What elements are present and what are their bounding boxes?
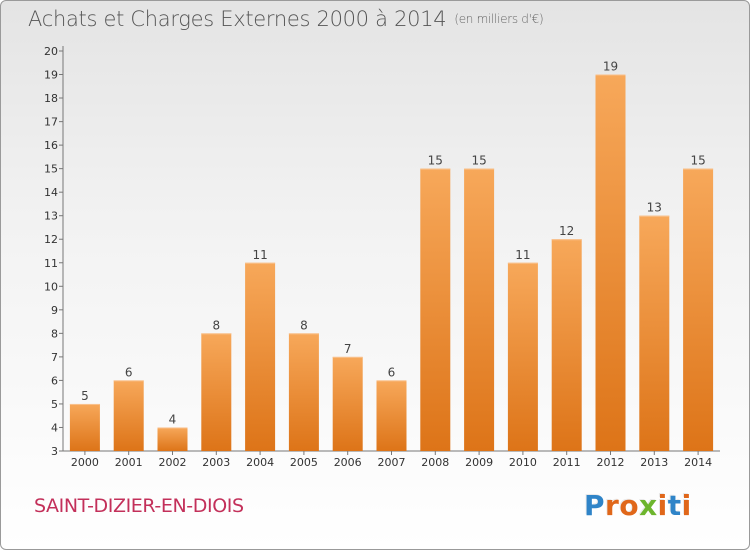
y-tick-label: 18 <box>44 92 58 105</box>
bar-2003 <box>201 333 232 451</box>
logo-letter: P <box>584 489 606 522</box>
data-label-2007: 6 <box>388 365 396 379</box>
data-label-2013: 13 <box>647 201 662 215</box>
x-tick-label-2008: 2008 <box>421 456 449 469</box>
bar-2004 <box>245 262 276 451</box>
data-label-2011: 12 <box>559 224 574 238</box>
bar-2007 <box>376 380 407 451</box>
y-tick-label: 13 <box>44 210 58 223</box>
chart-axes: 3 4 5 6 7 8 9 10 11 12 13 14 15 16 17 18 19 20 2000 2001 200… <box>44 45 720 469</box>
data-label-2000: 5 <box>81 389 89 403</box>
y-tick-label: 8 <box>51 327 58 340</box>
y-tick-label: 11 <box>44 257 58 270</box>
chart-title-text: Achats et Charges Externes 2000 à 2014 <box>28 7 447 31</box>
x-tick-label-2001: 2001 <box>115 456 143 469</box>
x-tick-label-2002: 2002 <box>159 456 187 469</box>
chart-unit-label: (en milliers d'€) <box>454 12 544 26</box>
x-tick-label-2012: 2012 <box>597 456 625 469</box>
y-tick-label: 14 <box>44 186 58 199</box>
bar-2002 <box>157 427 188 451</box>
y-tick-label: 17 <box>44 116 58 129</box>
bar-2001 <box>113 380 144 451</box>
y-tick-label: 20 <box>44 45 58 58</box>
y-tick-label: 15 <box>44 163 58 176</box>
data-label-2010: 11 <box>515 248 530 262</box>
y-tick-label: 10 <box>44 280 58 293</box>
x-tick-label-2009: 2009 <box>465 456 493 469</box>
data-label-2008: 15 <box>428 154 443 168</box>
bar-2011 <box>551 239 582 451</box>
data-label-2003: 8 <box>212 318 220 332</box>
x-tick-label-2005: 2005 <box>290 456 318 469</box>
chart-title: Achats et Charges Externes 2000 à 2014 (e… <box>28 7 544 31</box>
proxiti-logo: Proxiti <box>584 489 692 522</box>
bar-2008 <box>420 168 451 451</box>
y-tick-label: 12 <box>44 233 58 246</box>
data-label-2006: 7 <box>344 342 352 356</box>
logo-letter: x <box>639 489 658 522</box>
logo-letter: t <box>667 489 682 522</box>
x-tick-label-2003: 2003 <box>202 456 230 469</box>
y-tick-label: 9 <box>51 304 58 317</box>
chart-bars: 5 6 4 8 11 8 7 6 15 15 11 12 19 13 15 <box>69 60 714 451</box>
data-label-2005: 8 <box>300 318 308 332</box>
y-tick-label: 16 <box>44 139 58 152</box>
logo-letter: i <box>681 489 692 522</box>
x-tick-label-2006: 2006 <box>334 456 362 469</box>
data-label-2004: 11 <box>252 248 267 262</box>
x-tick-label-2011: 2011 <box>553 456 581 469</box>
x-tick-label-2004: 2004 <box>246 456 274 469</box>
bar-2006 <box>332 356 363 451</box>
data-label-2002: 4 <box>169 412 177 426</box>
logo-letter: o <box>619 489 640 522</box>
logo-letter: r <box>605 489 620 522</box>
y-tick-label: 19 <box>44 69 58 82</box>
data-label-2012: 19 <box>603 60 618 74</box>
bar-2010 <box>507 262 538 451</box>
y-tick-label: 4 <box>51 421 58 434</box>
x-tick-label-2014: 2014 <box>684 456 712 469</box>
commune-name: SAINT-DIZIER-EN-DIOIS <box>34 495 244 517</box>
x-tick-label-2013: 2013 <box>640 456 668 469</box>
bar-2000 <box>69 403 100 451</box>
bar-2014 <box>683 168 714 451</box>
y-tick-label: 5 <box>51 398 58 411</box>
bar-2005 <box>288 333 319 451</box>
bar-2013 <box>639 215 670 451</box>
x-tick-label-2007: 2007 <box>378 456 406 469</box>
x-tick-label-2010: 2010 <box>509 456 537 469</box>
bar-2009 <box>464 168 495 451</box>
data-label-2001: 6 <box>125 365 133 379</box>
y-tick-label: 7 <box>51 351 58 364</box>
bar-2012 <box>595 74 626 451</box>
y-tick-label: 6 <box>51 374 58 387</box>
y-tick-label: 3 <box>51 445 58 458</box>
x-tick-label-2000: 2000 <box>71 456 99 469</box>
data-label-2009: 15 <box>471 154 486 168</box>
data-label-2014: 15 <box>690 154 705 168</box>
logo-letter: i <box>657 489 668 522</box>
